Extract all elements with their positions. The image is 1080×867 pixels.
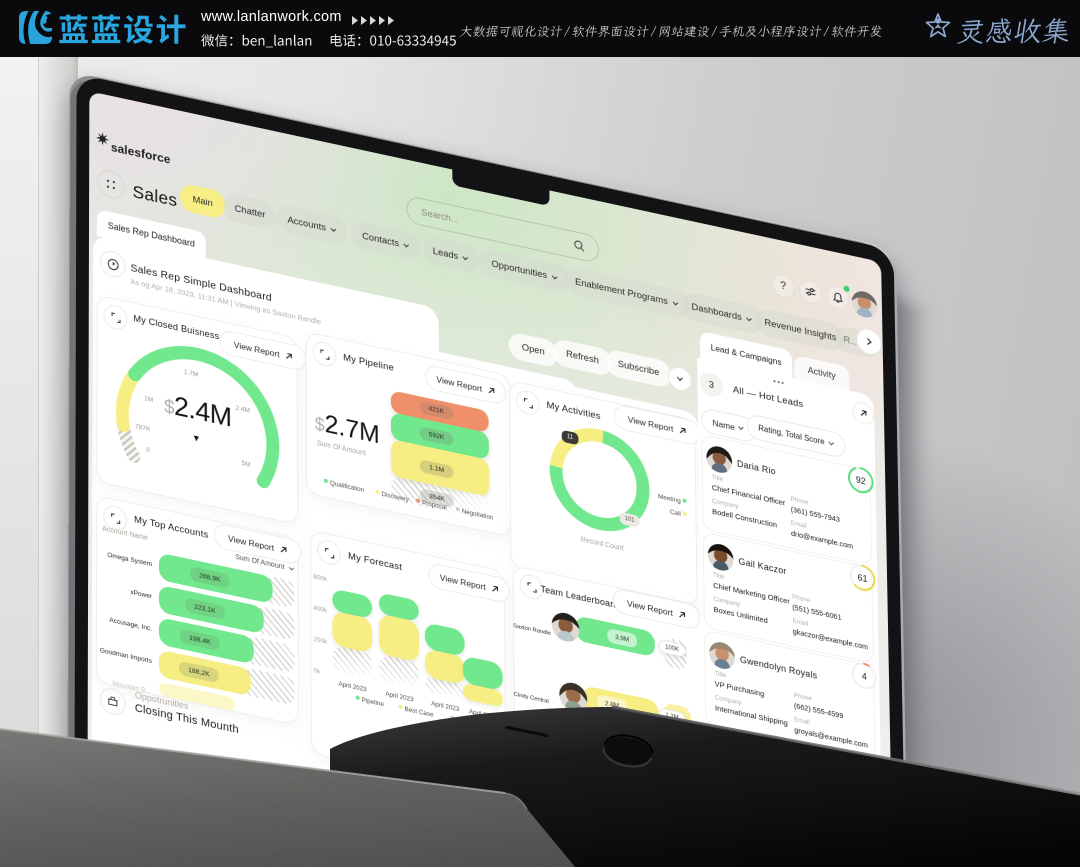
svg-text:4: 4 — [862, 671, 867, 682]
svg-text:92: 92 — [856, 474, 866, 486]
svg-text:61: 61 — [858, 572, 868, 584]
